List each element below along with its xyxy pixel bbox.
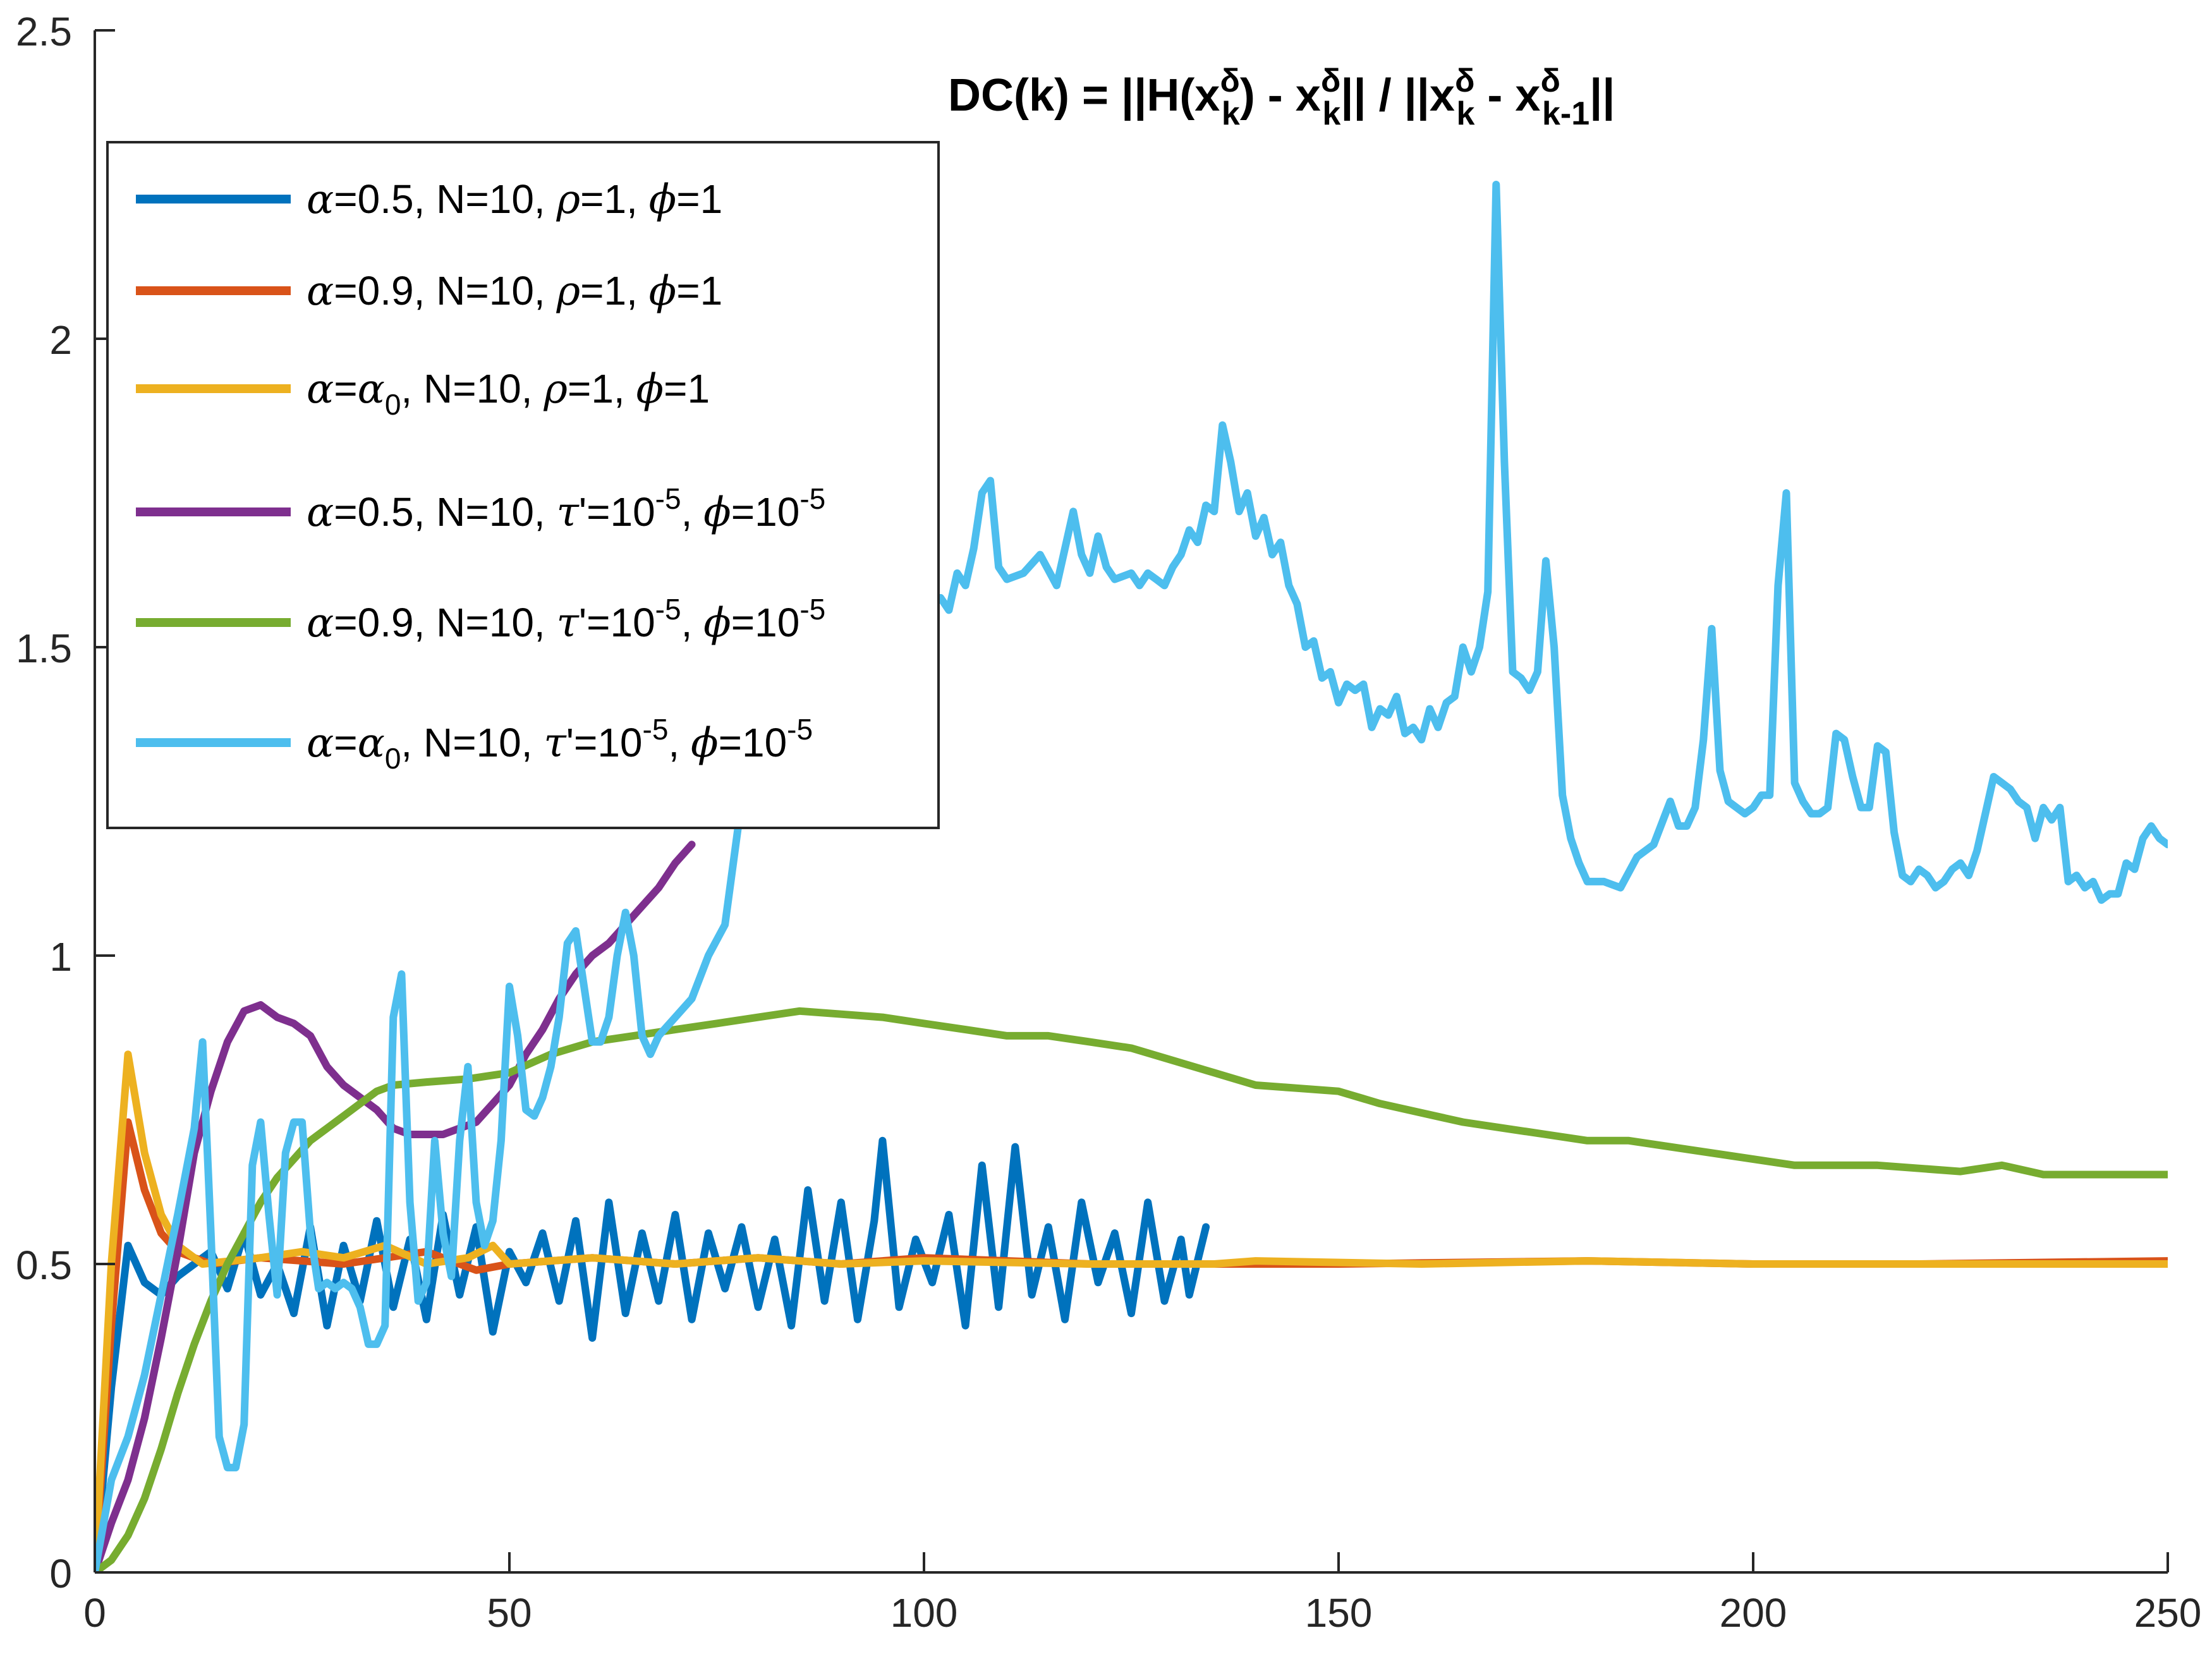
text-run: || / ||x (1340, 70, 1455, 121)
text-run: ρ (543, 366, 568, 413)
text-run: - x (1474, 70, 1540, 121)
legend-entry-4: α=0.5, N=10, τ'=10-5, ϕ=10-5 (307, 482, 825, 536)
text-run: = (334, 720, 357, 765)
x-tick-label: 200 (1720, 1590, 1787, 1636)
legend-box (106, 141, 940, 829)
text-run: δ (1220, 63, 1240, 99)
text-run: α (307, 366, 334, 413)
text-run: -5 (799, 593, 825, 626)
y-tick-label: 0.5 (16, 1243, 72, 1288)
text-run: ρ (556, 176, 580, 223)
text-run: =0.9, N=10, (334, 268, 556, 313)
text-run: =0.5, N=10, (334, 176, 556, 222)
text-run: α (307, 268, 334, 315)
text-run: , N=10, (401, 720, 544, 765)
text-run: '=10 (579, 489, 655, 535)
text-run: k-1 (1542, 95, 1589, 132)
series-line-5 (95, 1007, 2168, 1572)
text-run: ϕ (649, 268, 677, 315)
y-tick-label: 2.5 (16, 9, 72, 54)
text-run: α (307, 720, 334, 767)
legend-entry-2: α=0.9, N=10, ρ=1, ϕ=1 (307, 268, 722, 315)
text-run: ) - x (1240, 70, 1321, 121)
series-line-6 (95, 181, 2168, 1572)
text-run: δ (1321, 63, 1341, 99)
text-run: ϕ (703, 489, 731, 536)
text-run: -5 (787, 713, 813, 746)
text-run: ϕ (691, 720, 719, 767)
text-run: =1, (580, 176, 649, 222)
text-run: τ (556, 489, 580, 536)
text-run: ρ (556, 268, 580, 315)
text-run: -5 (643, 713, 669, 746)
text-run: =1 (676, 176, 722, 222)
text-run: = (334, 366, 357, 411)
text-run: '=10 (566, 720, 643, 765)
text-run: =0.5, N=10, (334, 489, 556, 535)
text-run: ϕ (636, 366, 664, 413)
y-tick-label: 0 (49, 1551, 72, 1596)
text-run: =10 (731, 600, 800, 645)
text-run: =1, (580, 268, 649, 313)
text-run: '=10 (579, 600, 655, 645)
legend-entry-3: α=α0, N=10, ρ=1, ϕ=1 (307, 366, 710, 421)
x-tick-label: 250 (2134, 1590, 2202, 1636)
x-tick-label: 100 (890, 1590, 958, 1636)
chart-title: DC(k) = ||H(xδ k) - xδ k|| / ||xδ k - xδ k-1… (948, 63, 1615, 132)
text-run: DC(k) = ||H(x (948, 70, 1220, 121)
text-run: , (681, 489, 704, 535)
text-run: , (668, 720, 691, 765)
text-run: -5 (655, 482, 681, 515)
series-layer (95, 181, 2168, 1572)
text-run: -5 (799, 482, 825, 515)
legend: α=0.5, N=10, ρ=1, ϕ=1α=0.9, N=10, ρ=1, ϕ… (106, 141, 940, 829)
text-run: -5 (655, 593, 681, 626)
x-tick-label: 0 (83, 1590, 106, 1636)
legend-entry-5: α=0.9, N=10, τ'=10-5, ϕ=10-5 (307, 593, 825, 647)
y-tick-label: 1.5 (16, 626, 72, 671)
text-run: α (307, 176, 334, 223)
text-run: || (1589, 70, 1615, 121)
text-run: =1 (676, 268, 722, 313)
text-run: k (1322, 95, 1340, 132)
text-run: =10 (731, 489, 800, 535)
text-run: α (358, 366, 385, 413)
text-run: 0 (385, 388, 401, 421)
axes-layer: 0 50 100 150 200 250 0 0.5 1 1.5 2 2.5 (16, 9, 2201, 1636)
x-tick-label: 50 (487, 1590, 532, 1636)
y-tick-label: 2 (49, 317, 72, 363)
y-tick-label: 1 (49, 934, 72, 980)
text-run: =10 (719, 720, 787, 765)
text-run: , N=10, (401, 366, 544, 411)
text-run: τ (556, 600, 580, 647)
text-run: =0.9, N=10, (334, 600, 556, 645)
text-run: =1, (568, 366, 636, 411)
text-run: , (681, 600, 704, 645)
text-run: k (1222, 95, 1240, 132)
text-run: α (358, 720, 385, 767)
text-run: δ (1455, 63, 1475, 99)
text-run: τ (544, 720, 567, 767)
legend-entry-1: α=0.5, N=10, ρ=1, ϕ=1 (307, 176, 722, 223)
text-run: δ (1540, 63, 1560, 99)
text-run: α (307, 489, 334, 536)
text-run: ϕ (703, 600, 731, 647)
legend-entry-6: α=α0, N=10, τ'=10-5, ϕ=10-5 (307, 713, 813, 775)
series-line-1 (95, 1136, 1210, 1572)
x-tick-label: 150 (1305, 1590, 1373, 1636)
text-run: 0 (385, 742, 401, 775)
text-run: =1 (664, 366, 710, 411)
text-run: ϕ (649, 176, 677, 223)
text-run: k (1457, 95, 1475, 132)
text-run: α (307, 600, 334, 647)
